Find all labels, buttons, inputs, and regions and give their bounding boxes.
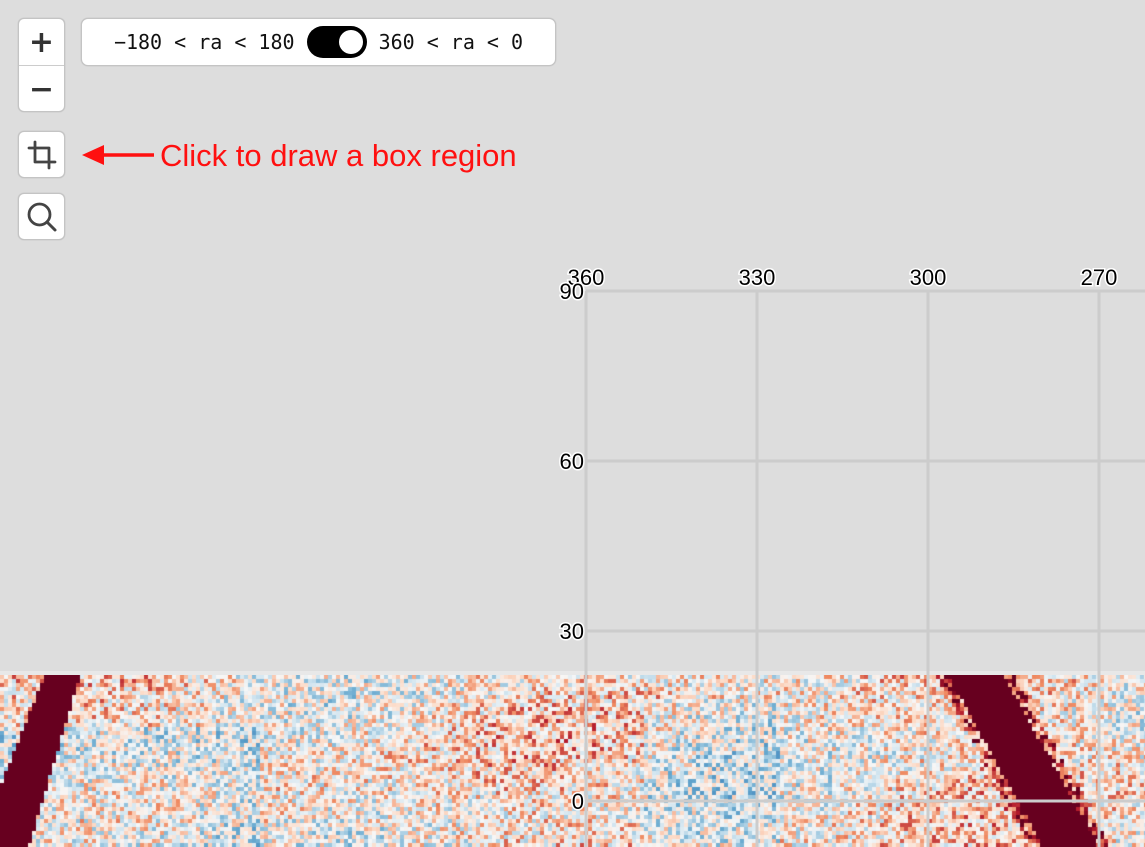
ra-right-label: 360 < ra < 0	[378, 30, 524, 54]
toggle-knob	[338, 30, 363, 54]
map-band-edge	[0, 671, 1145, 675]
dec-tick-label: 0	[572, 789, 584, 814]
ra-toggle-switch[interactable]	[306, 26, 367, 58]
sky-data-layer	[0, 675, 1145, 847]
magnifier-icon	[27, 202, 56, 231]
ra-tick-label: 270	[1081, 265, 1118, 290]
ra-range-toggle: −180 < ra < 180 360 < ra < 0	[81, 18, 556, 66]
ra-tick-label: 360	[568, 265, 605, 290]
draw-box-button[interactable]	[18, 131, 65, 178]
zoom-in-button[interactable]: +	[19, 19, 64, 66]
search-button[interactable]	[18, 193, 65, 240]
dec-tick-label: 60	[560, 449, 584, 474]
zoom-control: + −	[18, 18, 65, 112]
crop-icon	[27, 140, 56, 169]
ra-left-label: −180 < ra < 180	[113, 30, 295, 54]
annotation-text: Click to draw a box region	[160, 138, 517, 173]
ra-tick-label: 330	[739, 265, 776, 290]
dec-tick-label: 30	[560, 619, 584, 644]
dec-tick-label: 90	[560, 279, 584, 304]
zoom-out-button[interactable]: −	[28, 71, 55, 107]
ra-tick-label: 300	[910, 265, 947, 290]
